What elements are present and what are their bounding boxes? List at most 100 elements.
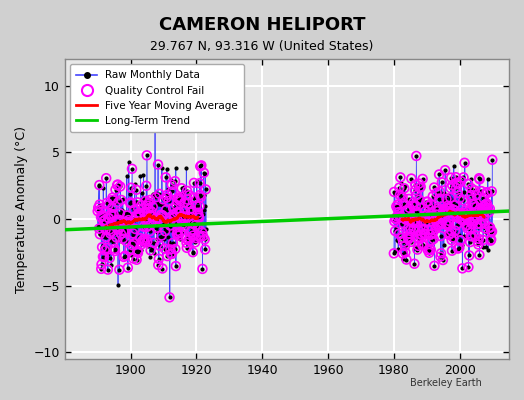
Point [479, 237, 487, 243]
Point [456, 237, 465, 244]
Point [189, 249, 197, 255]
Point [402, 256, 411, 263]
Point [127, 240, 135, 246]
Point [133, 214, 141, 220]
Point [99, 184, 107, 191]
Point [121, 229, 129, 235]
Point [475, 176, 484, 182]
Point [193, 224, 202, 231]
Point [475, 252, 484, 258]
Point [405, 196, 413, 202]
Point [95, 182, 104, 188]
Point [399, 250, 407, 257]
Point [406, 217, 414, 223]
Point [111, 248, 119, 254]
Point [403, 241, 411, 248]
Point [137, 246, 145, 253]
Point [399, 220, 408, 227]
Point [391, 216, 400, 222]
Point [487, 229, 496, 235]
Point [483, 200, 491, 206]
Point [113, 220, 122, 226]
Point [482, 229, 490, 236]
Point [433, 221, 442, 228]
Text: CAMERON HELIPORT: CAMERON HELIPORT [159, 16, 365, 34]
Point [454, 215, 463, 221]
Point [481, 225, 489, 232]
Point [403, 208, 412, 214]
Point [131, 226, 139, 232]
Point [115, 217, 123, 223]
Point [155, 256, 163, 262]
Point [474, 224, 482, 231]
Point [191, 222, 200, 228]
Point [127, 184, 135, 191]
Point [104, 215, 113, 221]
Point [452, 174, 460, 180]
Point [194, 210, 202, 216]
Point [117, 211, 126, 217]
Point [128, 232, 137, 238]
Point [123, 220, 132, 226]
Point [175, 208, 183, 215]
Point [415, 180, 423, 187]
Point [401, 249, 410, 256]
Point [411, 203, 420, 209]
Point [486, 224, 494, 231]
Point [166, 246, 174, 253]
Point [486, 224, 494, 231]
Point [96, 207, 104, 213]
Point [134, 211, 143, 217]
Point [443, 203, 452, 209]
Point [467, 185, 476, 192]
Point [166, 246, 174, 253]
Point [470, 218, 478, 224]
Point [446, 195, 454, 201]
Point [438, 179, 446, 186]
Point [194, 212, 203, 219]
Point [391, 228, 399, 234]
Point [482, 202, 490, 208]
Point [412, 192, 421, 198]
Point [398, 194, 407, 200]
Point [187, 235, 195, 242]
Point [118, 206, 126, 213]
Point [119, 236, 127, 242]
Point [463, 222, 471, 228]
Point [435, 195, 443, 202]
Point [144, 200, 152, 207]
Point [415, 196, 423, 203]
Point [148, 208, 157, 215]
Point [400, 201, 408, 207]
Point [458, 212, 467, 219]
Point [475, 176, 484, 182]
Point [466, 218, 474, 224]
Point [174, 194, 183, 201]
Point [136, 173, 145, 179]
Point [102, 220, 111, 226]
Point [119, 254, 128, 260]
Point [107, 212, 116, 218]
Point [402, 216, 410, 222]
Point [106, 194, 115, 200]
Point [439, 196, 447, 202]
Point [467, 192, 475, 198]
Point [105, 215, 113, 222]
Point [478, 207, 486, 213]
Point [429, 193, 437, 200]
Point [157, 216, 166, 222]
Point [125, 219, 134, 226]
Point [168, 188, 177, 195]
Point [117, 231, 125, 237]
Point [201, 236, 209, 242]
Point [100, 254, 108, 260]
Point [417, 235, 425, 241]
Point [485, 224, 494, 230]
Point [195, 214, 203, 221]
Point [128, 242, 136, 248]
Point [419, 176, 427, 182]
Point [188, 228, 196, 234]
Point [442, 222, 450, 228]
Point [444, 218, 453, 224]
Point [126, 191, 134, 197]
